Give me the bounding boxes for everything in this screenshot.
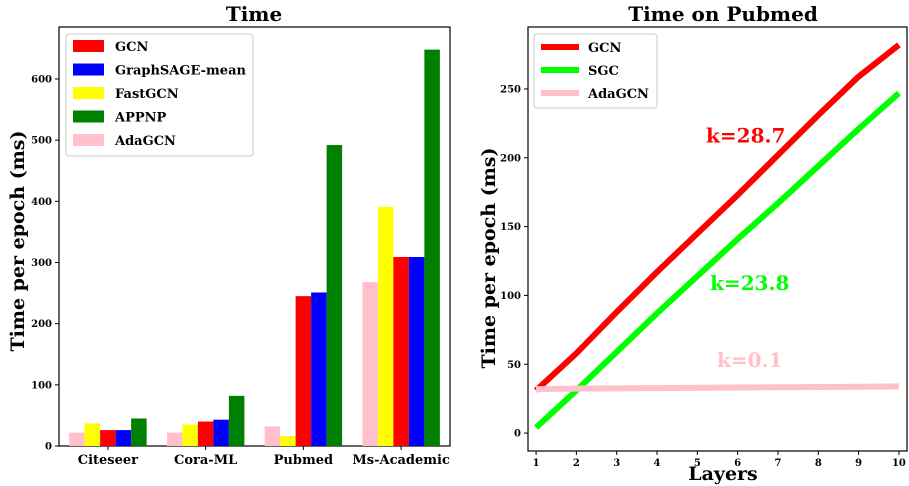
bar-chart-yaxis: 0 100 200 300 400 500 600 — [31, 74, 59, 453]
bar-chart-legend: GCN GraphSAGE-mean FastGCN APPNP AdaGCN — [65, 33, 254, 157]
bar-ytick-label: 300 — [31, 258, 52, 269]
bar-chart-bars — [69, 49, 440, 447]
bar-adagcn-cora-ml — [166, 432, 183, 446]
line-annotation-0: k=28.7 — [706, 124, 785, 148]
line-series-gcn — [534, 42, 901, 393]
line-xtick-label: 4 — [654, 458, 661, 469]
bar-category-label: Ms-Academic — [352, 453, 450, 468]
bar-legend-entries: GCN GraphSAGE-mean FastGCN APPNP AdaGCN — [73, 40, 246, 149]
bar-gcn-ms-academic — [393, 256, 409, 446]
bar-legend-swatch-appnp — [73, 110, 104, 123]
bar-chart-frame — [58, 26, 451, 447]
line-chart-yaxis: 0 50 100 150 200 250 — [500, 84, 528, 440]
bar-legend-swatch-gcn — [73, 40, 104, 52]
line-ytick-label: 50 — [507, 360, 521, 371]
bar-ytick-label: 0 — [45, 442, 52, 453]
bar-adagcn-citeseer — [69, 432, 85, 446]
line-ytick-label: 250 — [500, 84, 521, 95]
line-xtick-label: 2 — [573, 458, 580, 469]
bar-appnp-cora-ml — [228, 395, 245, 446]
line-legend-label-adagcn: AdaGCN — [587, 87, 649, 102]
bar-legend-swatch-fastgcn — [73, 87, 104, 99]
bar-legend-label-graphsage-mean: GraphSAGE-mean — [115, 64, 246, 79]
bar-legend-swatch-adagcn — [73, 134, 104, 146]
line-annotation-1: k=23.8 — [710, 271, 789, 295]
bar-ytick-label: 600 — [31, 74, 52, 85]
bar-category-label: Cora-ML — [174, 453, 237, 468]
line-series-adagcn — [536, 383, 899, 393]
line-xtick-label: 10 — [892, 458, 906, 469]
bar-graphsage-mean-cora-ml — [213, 419, 229, 446]
bar-chart: Time Time per epoch (ms) 0 100 200 300 400 50… — [7, 2, 451, 468]
line-xtick-label: 6 — [734, 458, 741, 469]
bar-ytick-label: 200 — [31, 319, 52, 330]
line-chart-frame — [527, 26, 908, 452]
bar-legend-label-appnp: APPNP — [114, 111, 167, 126]
line-series-sgc — [534, 90, 901, 430]
line-xtick-label: 3 — [613, 458, 620, 469]
line-chart: Time on Pubmed Time per epoch (ms) Layer… — [478, 2, 908, 485]
bar-graphsage-mean-ms-academic — [408, 256, 425, 446]
bar-legend-label-adagcn: AdaGCN — [114, 134, 176, 149]
bar-chart-title: Time — [226, 2, 282, 26]
line-chart-title: Time on Pubmed — [628, 2, 818, 26]
line-chart-xlabel: Layers — [688, 463, 758, 485]
bar-fastgcn-cora-ml — [182, 424, 198, 446]
line-chart-annotations: k=28.7 k=23.8 k=0.1 — [706, 124, 789, 372]
bar-legend-label-gcn: GCN — [115, 40, 148, 55]
bar-legend-frame — [65, 33, 254, 157]
bar-adagcn-ms-academic — [362, 282, 378, 446]
bar-adagcn-pubmed — [264, 426, 281, 446]
line-ytick-label: 0 — [514, 429, 521, 440]
bar-ytick-label: 500 — [31, 136, 52, 147]
bar-gcn-pubmed — [295, 296, 312, 446]
line-chart-series — [534, 42, 901, 430]
bar-appnp-citeseer — [131, 418, 147, 446]
line-xtick-label: 7 — [774, 458, 781, 469]
line-legend-frame — [533, 33, 658, 109]
line-chart-ylabel: Time per epoch (ms) — [478, 148, 500, 369]
line-chart-xaxis: 1 2 3 4 5 6 7 8 9 10 — [533, 451, 906, 469]
bar-chart-xaxis: Citeseer Cora-ML Pubmed Ms-Academic — [78, 446, 450, 468]
line-ytick-label: 100 — [500, 291, 521, 302]
line-legend-entries: GCN SGC AdaGCN — [541, 41, 649, 102]
bar-ytick-label: 100 — [31, 380, 52, 391]
line-ytick-label: 200 — [500, 153, 521, 164]
line-legend-label-sgc: SGC — [588, 64, 619, 79]
bar-appnp-ms-academic — [424, 49, 440, 447]
bar-legend-label-fastgcn: FastGCN — [115, 87, 179, 102]
bar-fastgcn-pubmed — [280, 436, 296, 446]
line-chart-legend: GCN SGC AdaGCN — [533, 33, 658, 109]
bar-chart-ylabel: Time per epoch (ms) — [7, 131, 29, 352]
line-annotation-2: k=0.1 — [717, 348, 782, 372]
bar-ytick-label: 400 — [31, 197, 52, 208]
line-legend-label-gcn: GCN — [588, 41, 621, 56]
bar-legend-swatch-graphsage-mean — [73, 63, 104, 76]
line-xtick-label: 8 — [815, 458, 822, 469]
bar-gcn-citeseer — [100, 430, 116, 446]
bar-category-label: Pubmed — [274, 453, 333, 468]
bar-appnp-pubmed — [326, 145, 343, 446]
bar-fastgcn-ms-academic — [377, 206, 394, 446]
bar-gcn-cora-ml — [197, 421, 214, 446]
line-xtick-label: 9 — [855, 458, 862, 469]
bar-category-label: Citeseer — [78, 453, 138, 468]
line-xtick-label: 1 — [533, 458, 540, 469]
bar-fastgcn-citeseer — [84, 423, 101, 446]
bar-graphsage-mean-citeseer — [115, 430, 132, 446]
line-xtick-label: 5 — [694, 458, 701, 469]
line-ytick-label: 150 — [500, 222, 521, 233]
bar-graphsage-mean-pubmed — [311, 292, 327, 446]
